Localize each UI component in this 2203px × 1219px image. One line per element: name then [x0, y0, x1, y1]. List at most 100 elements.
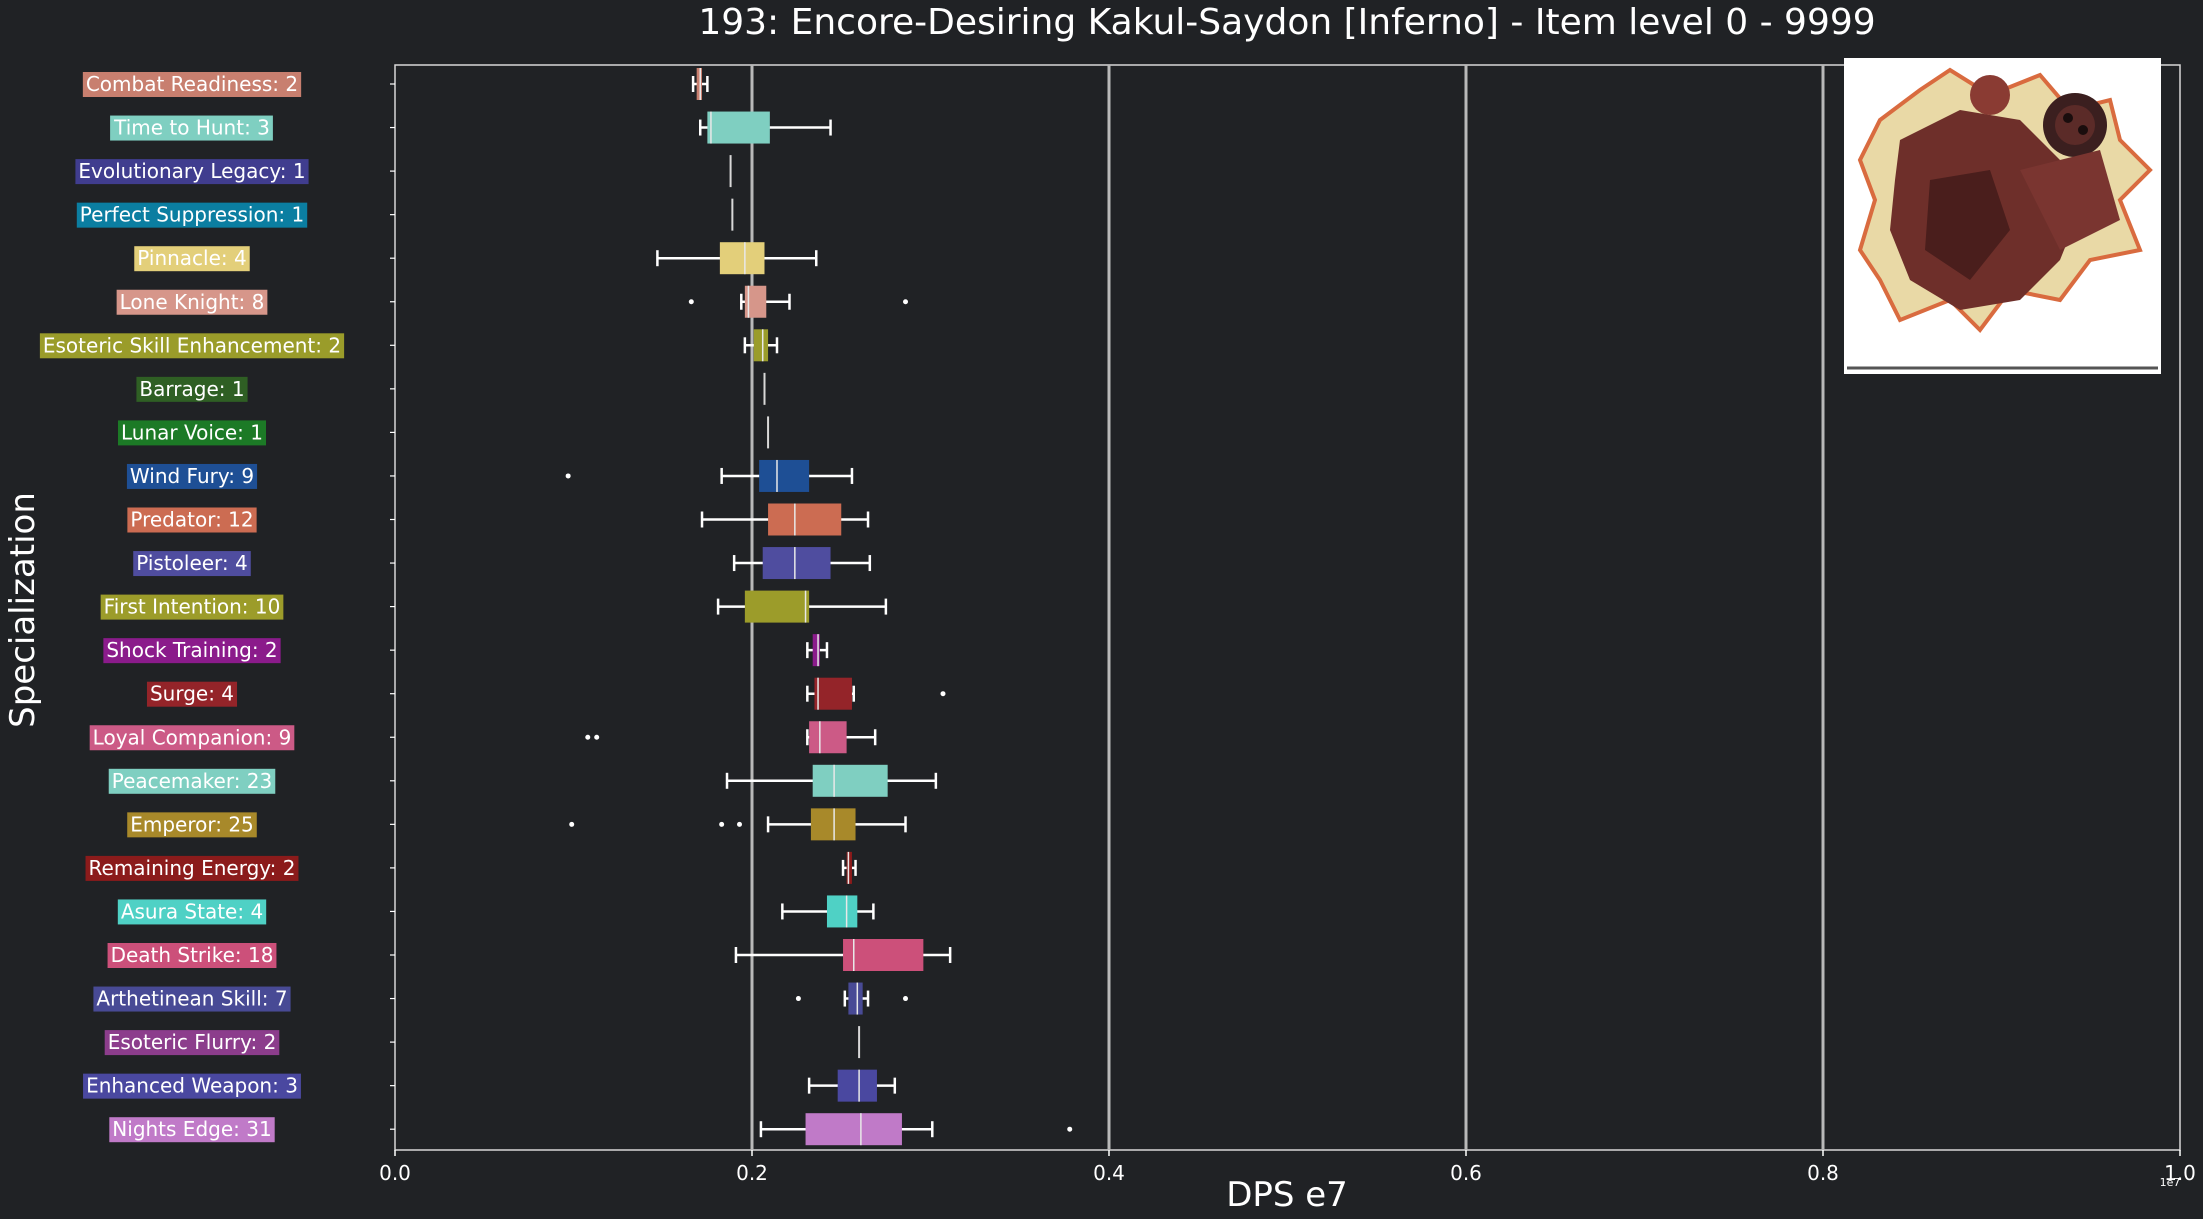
box-group	[390, 242, 818, 275]
box-group	[390, 111, 832, 144]
category-label-bg	[134, 246, 250, 272]
category-label-text: Death Strike: 18	[111, 943, 274, 967]
box-iqr	[837, 1069, 877, 1102]
category-label-text: Pistoleer: 4	[136, 551, 248, 575]
box-iqr	[812, 764, 888, 797]
category-label-text: Lunar Voice: 1	[121, 420, 263, 444]
category-label-text: Emperor: 25	[130, 812, 254, 836]
box-group	[390, 459, 854, 492]
category-label-text: Time to Hunt: 3	[113, 116, 270, 140]
box-iqr	[809, 721, 847, 754]
category-label: Barrage: 1	[136, 376, 248, 402]
x-axis-label: DPS e7	[1226, 1175, 1348, 1215]
category-label-bg	[127, 812, 257, 838]
category-label-bg	[109, 1117, 275, 1143]
box-group	[390, 1069, 897, 1102]
box-group	[390, 939, 952, 971]
category-label: Lone Knight: 8	[116, 289, 268, 315]
category-label-bg	[108, 768, 276, 794]
box-iqr	[696, 68, 703, 100]
category-label-bg	[110, 115, 273, 141]
box-iqr	[768, 503, 842, 536]
category-label: First Intention: 10	[100, 594, 284, 620]
category-label-bg	[83, 1073, 301, 1099]
category-label-text: Combat Readiness: 2	[86, 72, 298, 96]
box-group	[390, 808, 907, 841]
box-iqr	[759, 459, 810, 492]
category-label-text: Lone Knight: 8	[120, 290, 265, 314]
box-group	[390, 503, 870, 536]
category-label: Enhanced Weapon: 3	[83, 1073, 301, 1099]
category-label-bg	[116, 289, 268, 315]
outlier-point	[688, 299, 694, 305]
outlier-point	[903, 996, 909, 1002]
category-label-bg	[127, 507, 257, 533]
category-label-bg	[89, 725, 295, 751]
x-axis-scale-label: 1e7	[2160, 1176, 2181, 1189]
category-label-bg	[103, 638, 281, 664]
category-label-text: Evolutionary Legacy: 1	[78, 159, 305, 183]
x-tick-label: 1.0	[2164, 1161, 2196, 1185]
box-group	[390, 851, 857, 884]
x-tick-label: 0.6	[1450, 1161, 1482, 1185]
box-group	[390, 547, 872, 580]
category-label: Asura State: 4	[117, 899, 267, 925]
box-group	[390, 1113, 1073, 1146]
category-label-bg	[126, 463, 258, 489]
x-tick-label: 0.2	[736, 1161, 768, 1185]
category-label-text: Surge: 4	[150, 682, 234, 706]
box-iqr	[744, 590, 810, 623]
category-label: Arthetinean Skill: 7	[93, 986, 291, 1012]
outlier-point	[569, 821, 575, 827]
category-label-text: Wind Fury: 9	[130, 464, 254, 488]
category-label: Combat Readiness: 2	[82, 72, 302, 97]
box-iqr	[810, 808, 856, 841]
outlier-point	[565, 473, 571, 479]
category-label: Remaining Energy: 2	[85, 855, 299, 881]
x-tick-label: 0.4	[1093, 1161, 1125, 1185]
box-iqr	[753, 329, 769, 362]
category-label-bg	[107, 943, 277, 968]
category-label: Wind Fury: 9	[126, 463, 258, 489]
category-label: Perfect Suppression: 1	[76, 202, 308, 228]
box-group	[390, 721, 877, 754]
category-label: Loyal Companion: 9	[89, 725, 295, 751]
category-label-text: Enhanced Weapon: 3	[86, 1074, 298, 1098]
plot-frame	[394, 64, 2181, 1151]
box-iqr	[762, 547, 831, 580]
box-iqr	[826, 895, 858, 928]
grid-lines	[750, 65, 1825, 1150]
category-label-text: Esoteric Flurry: 2	[108, 1030, 277, 1054]
category-label-bg	[93, 986, 291, 1012]
y-axis-label: Specialization	[3, 492, 43, 728]
category-label-bg	[146, 681, 238, 707]
category-label: Esoteric Skill Enhancement: 2	[39, 333, 345, 359]
box-iqr	[744, 285, 767, 318]
x-tick-label: 0.8	[1807, 1161, 1839, 1185]
box-group	[390, 634, 829, 667]
box-group	[390, 285, 909, 318]
box-iqr	[805, 1113, 902, 1146]
outlier-point	[737, 821, 743, 827]
box-series	[390, 68, 1073, 1146]
box-group	[390, 155, 732, 188]
category-label: Shock Training: 2	[103, 638, 281, 664]
box-group	[390, 1026, 861, 1059]
category-label-text: Arthetinean Skill: 7	[96, 987, 287, 1011]
category-label-text: First Intention: 10	[104, 595, 281, 619]
box-group	[390, 198, 734, 231]
category-label-bg	[133, 551, 251, 577]
category-label: Surge: 4	[146, 681, 238, 707]
outlier-point	[795, 996, 801, 1002]
x-tick-label: 0.0	[379, 1161, 411, 1185]
box-iqr	[719, 242, 765, 275]
category-label-text: Loyal Companion: 9	[93, 725, 292, 749]
category-label-bg	[100, 594, 284, 620]
box-group	[390, 895, 875, 928]
box-iqr	[846, 851, 852, 884]
category-label-text: Perfect Suppression: 1	[80, 203, 304, 227]
outlier-point	[719, 821, 725, 827]
outlier-point	[585, 734, 591, 740]
category-label: Evolutionary Legacy: 1	[75, 159, 309, 185]
category-label: Emperor: 25	[127, 812, 257, 838]
